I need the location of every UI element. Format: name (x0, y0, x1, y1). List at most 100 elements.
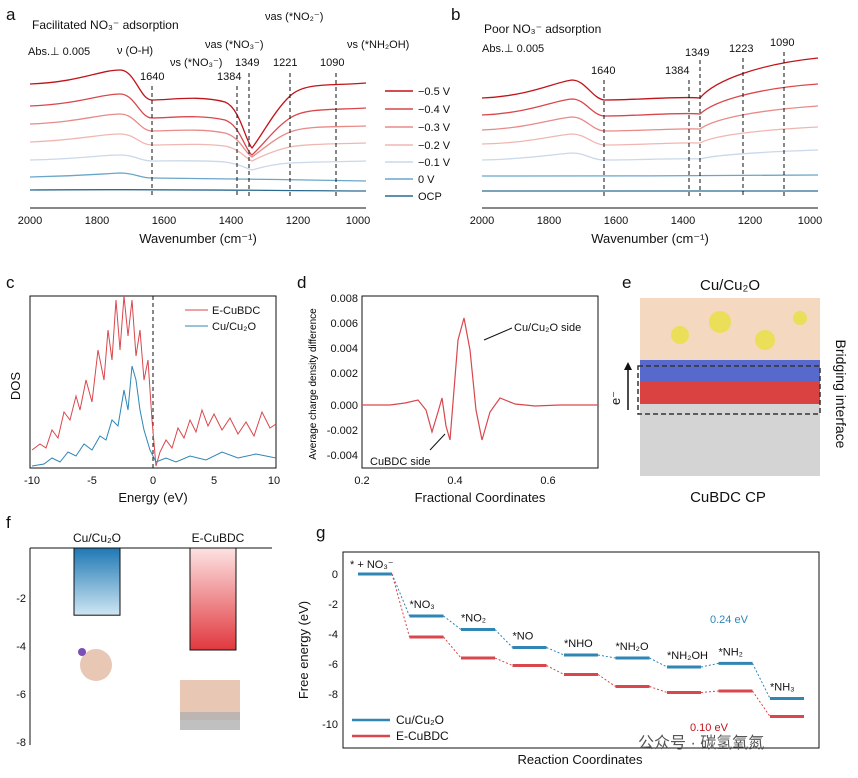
annot-arrow (483, 327, 513, 341)
a-xtick: 1200 (286, 215, 310, 227)
g-ytick: -10 (322, 719, 338, 731)
nitrate-atom (78, 648, 86, 656)
b-xtick: 1400 (671, 215, 695, 227)
panel-g-frame (342, 551, 820, 749)
g-ytick: 0 (332, 569, 338, 581)
d-ytick: -0.004 (327, 450, 358, 462)
annot-cu-side: Cu/Cu₂O side (514, 322, 581, 334)
a-xtick: 1800 (85, 215, 109, 227)
f-ytick: -2 (16, 593, 26, 605)
d-xtick: 0.4 (447, 475, 462, 487)
band-label-nos: νs (*NO₃⁻) (170, 57, 222, 69)
intermediate-label: *NO (513, 631, 534, 643)
legend-entry: −0.1 V (385, 157, 451, 169)
panel-c-ylabel: DOS (8, 372, 23, 401)
panel-g-ylabel: Free energy (eV) (296, 601, 311, 699)
panel-a: a Facilitated NO₃⁻ adsorption Abs.⊥ 0.00… (6, 5, 409, 246)
spectrum-0V (29, 172, 367, 182)
panel-a-xticks: 2000 1800 1600 1400 1200 1000 (18, 215, 370, 227)
peak-label: 1640 (591, 65, 615, 77)
panel-b-title: Poor NO₃⁻ adsorption (484, 22, 601, 36)
c-xtick: 10 (268, 475, 280, 487)
d-ytick: 0.000 (330, 400, 358, 412)
panel-d-frame (361, 295, 599, 469)
intermediate-label: *NH₂O (616, 641, 649, 653)
peak-label: 1640 (140, 71, 164, 83)
legend-label: −0.1 V (418, 157, 451, 169)
panel-letter-c: c (6, 273, 15, 292)
panel-f-yticks: -2 -4 -6 -8 (16, 593, 26, 749)
level-connector (494, 629, 513, 648)
panel-a-peak-lines (151, 73, 337, 196)
panel-c-legend: E-CuBDC Cu/Cu₂O (185, 305, 260, 333)
a-xtick: 1600 (152, 215, 176, 227)
cu-layer (640, 298, 820, 360)
peak-label: 1090 (770, 37, 794, 49)
peak-label: 1384 (217, 71, 241, 83)
b-xtick: 1200 (738, 215, 762, 227)
intermediate-label: *NH₂OH (667, 650, 708, 662)
f-ytick: -6 (16, 689, 26, 701)
peak-label: 1384 (665, 65, 689, 77)
density-blob (755, 330, 775, 350)
band-label-no2: νas (*NO₂⁻) (265, 11, 323, 23)
panel-g-yticks: 0 -2 -4 -6 -8 -10 (322, 569, 338, 731)
panel-g-xlabel: Reaction Coordinates (517, 752, 643, 767)
panel-g: g Free energy (eV) 0 -2 -4 -6 -8 -10 * +… (296, 523, 820, 767)
legend-entry: −0.4 V (385, 104, 451, 116)
d-ytick: 0.004 (330, 343, 358, 355)
interface-structure-image (637, 298, 821, 476)
level-connector (700, 690, 719, 693)
annot-blue-barrier: 0.24 eV (710, 614, 749, 626)
legend-label: −0.2 V (418, 140, 451, 152)
band-label-noas: νas (*NO₃⁻) (205, 39, 264, 51)
d-xtick: 0.6 (540, 475, 555, 487)
legend-entry: −0.3 V (385, 122, 451, 134)
c-xtick: -10 (24, 475, 40, 487)
intermediate-label: *NH₃ (770, 682, 795, 694)
legend-entry: OCP (385, 191, 442, 203)
peak-label: 1223 (729, 43, 753, 55)
level-connector (700, 662, 719, 668)
panel-b-xticks: 2000 1800 1600 1400 1200 1000 (470, 215, 822, 227)
density-blob (793, 311, 807, 325)
f-ytick: -4 (16, 641, 26, 653)
level-connector (494, 657, 513, 666)
legend-label: E-CuBDC (396, 729, 449, 743)
panel-b-xlabel: Wavenumber (cm⁻¹) (591, 231, 709, 246)
panel-d: d Average charge density difference 0.00… (297, 273, 599, 505)
b-xtick: 1800 (537, 215, 561, 227)
legend-entry: −0.5 V (385, 86, 451, 98)
panel-letter-e: e (622, 273, 631, 292)
spectrum-minus-0-3V (29, 113, 367, 158)
charge-density-curve (362, 317, 598, 441)
level-connector (546, 665, 565, 675)
panel-c-xlabel: Energy (eV) (118, 490, 187, 505)
b-xtick: 1600 (604, 215, 628, 227)
b-xtick: 1000 (798, 215, 822, 227)
panel-d-ylabel: Average charge density difference (308, 308, 319, 460)
g-ytick: -2 (328, 599, 338, 611)
annot-red-barrier: 0.10 eV (690, 722, 729, 734)
spectrum-minus-0-5V (29, 69, 367, 150)
legend-entry: −0.2 V (385, 140, 451, 152)
panel-letter-d: d (297, 273, 306, 292)
c-xtick: 5 (211, 475, 217, 487)
free-energy-levels: * + NO₃⁻ *NO₃ *NO₂ *NO *NHO *NH₂O *NH₂OH *NH₂ *N… (350, 559, 804, 718)
panel-e-top-label: Cu/Cu₂O (700, 277, 760, 294)
annot-arrow (429, 433, 446, 451)
adsorption-models (78, 648, 240, 730)
panel-d-yticks: 0.008 0.006 0.004 0.002 0.000 -0.002 -0.… (327, 293, 358, 462)
peak-label: 1349 (685, 47, 709, 59)
spectrum-minus-0-4V (29, 93, 367, 156)
panel-d-xticks: 0.2 0.4 0.6 (354, 475, 555, 487)
interface-box (637, 365, 821, 415)
oxygen-layer (640, 382, 820, 404)
charge-depletion-layer (640, 360, 820, 382)
level-connector (597, 674, 616, 687)
electron-arrow-head (624, 362, 632, 370)
bar-label-cu: Cu/Cu₂O (73, 531, 121, 545)
level-connector (443, 636, 462, 659)
peak-label: 1090 (320, 57, 344, 69)
